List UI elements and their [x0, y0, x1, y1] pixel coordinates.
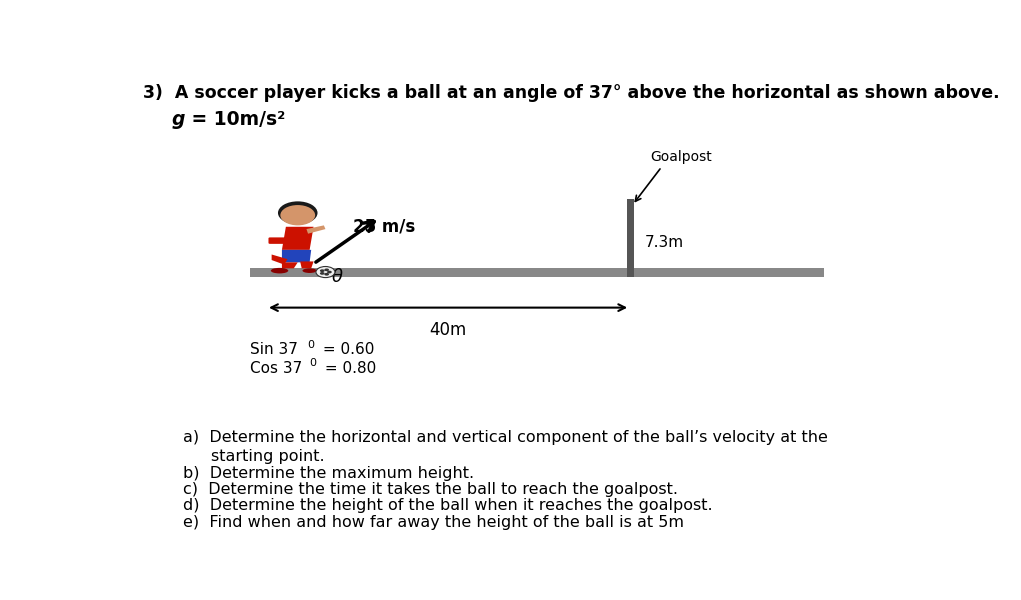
Circle shape — [327, 271, 332, 274]
Text: = 0.60: = 0.60 — [318, 342, 374, 357]
Text: 25 m/s: 25 m/s — [353, 218, 416, 236]
Ellipse shape — [271, 268, 288, 274]
Polygon shape — [272, 254, 288, 265]
Bar — [250, 268, 824, 277]
Text: 0: 0 — [307, 340, 314, 350]
Text: θ: θ — [332, 268, 343, 286]
Text: Goalpost: Goalpost — [650, 151, 713, 164]
Polygon shape — [306, 226, 326, 234]
Text: d)  Determine the height of the ball when it reaches the goalpost.: d) Determine the height of the ball when… — [183, 499, 713, 514]
Polygon shape — [282, 227, 313, 250]
Text: e)  Find when and how far away the height of the ball is at 5m: e) Find when and how far away the height… — [183, 515, 684, 530]
Circle shape — [315, 266, 335, 278]
Ellipse shape — [302, 268, 317, 273]
Text: starting point.: starting point. — [210, 449, 325, 464]
Bar — [627, 199, 634, 277]
FancyBboxPatch shape — [269, 238, 289, 244]
Polygon shape — [282, 262, 298, 268]
Circle shape — [281, 205, 315, 226]
Circle shape — [325, 268, 329, 271]
Circle shape — [325, 273, 329, 275]
Text: = 10m/s²: = 10m/s² — [185, 110, 285, 129]
Text: c)  Determine the time it takes the ball to reach the goalpost.: c) Determine the time it takes the ball … — [183, 482, 678, 497]
Text: a)  Determine the horizontal and vertical component of the ball’s velocity at th: a) Determine the horizontal and vertical… — [183, 430, 828, 445]
Circle shape — [320, 272, 325, 275]
Text: = 0.80: = 0.80 — [320, 361, 376, 376]
Text: 7.3m: 7.3m — [644, 235, 683, 250]
Text: g: g — [172, 110, 185, 129]
Text: Cos 37: Cos 37 — [250, 361, 302, 376]
Text: 0: 0 — [309, 358, 317, 368]
Circle shape — [320, 269, 325, 272]
Text: b)  Determine the maximum height.: b) Determine the maximum height. — [183, 466, 474, 481]
Polygon shape — [300, 262, 313, 268]
Text: 40m: 40m — [430, 322, 467, 340]
Polygon shape — [282, 250, 311, 262]
Circle shape — [278, 202, 318, 224]
Text: 3)  A soccer player kicks a ball at an angle of 37° above the horizontal as show: 3) A soccer player kicks a ball at an an… — [143, 83, 1001, 101]
Text: Sin 37: Sin 37 — [250, 342, 298, 357]
